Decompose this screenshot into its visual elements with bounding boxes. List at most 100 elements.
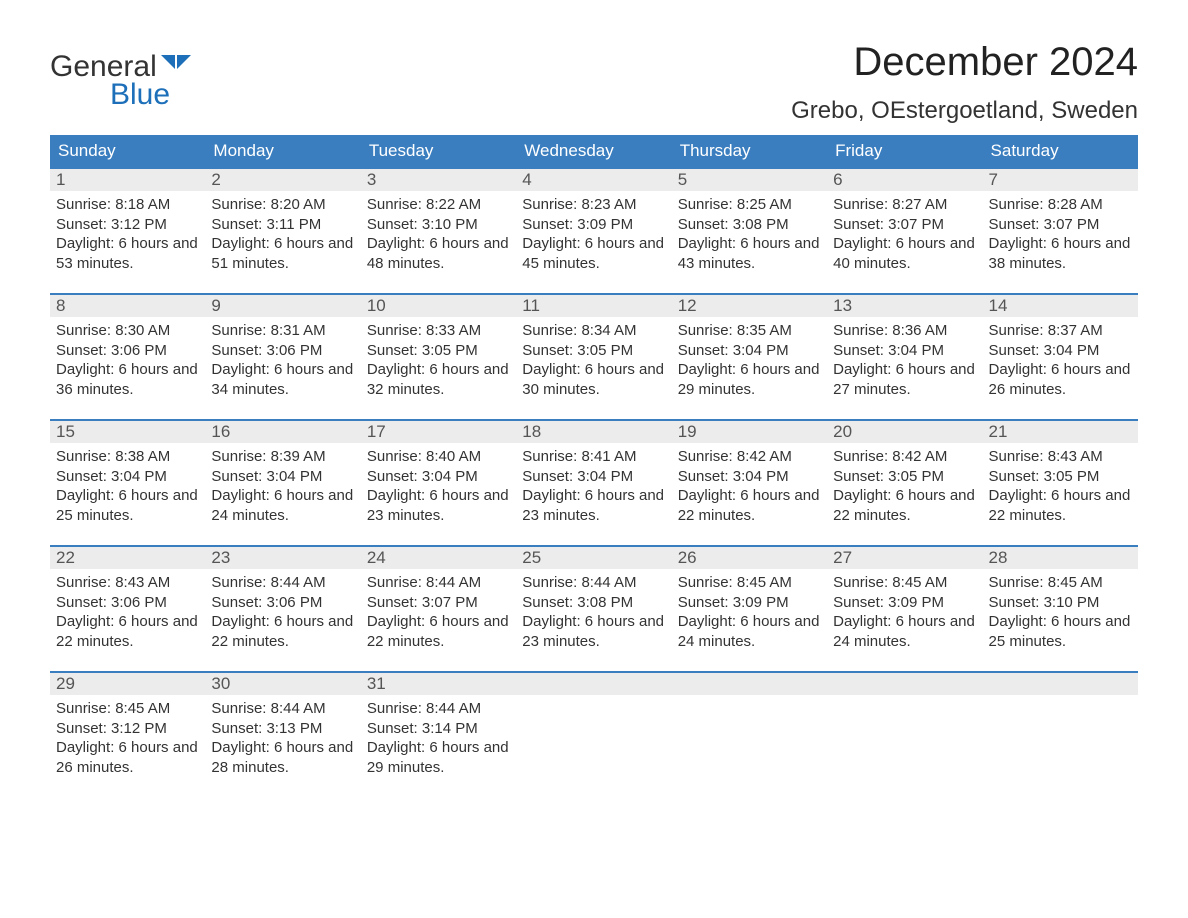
daylight-line: Daylight: 6 hours and 23 minutes.: [522, 486, 665, 525]
day-number: 12: [672, 295, 827, 317]
day-number: [672, 673, 827, 695]
sunrise-line: Sunrise: 8:44 AM: [367, 699, 510, 719]
daylight-line: Daylight: 6 hours and 40 minutes.: [833, 234, 976, 273]
day-body: Sunrise: 8:40 AMSunset: 3:04 PMDaylight:…: [361, 443, 516, 529]
day-cell: 1Sunrise: 8:18 AMSunset: 3:12 PMDaylight…: [50, 169, 205, 279]
day-number: 6: [827, 169, 982, 191]
week-row: 29Sunrise: 8:45 AMSunset: 3:12 PMDayligh…: [50, 671, 1138, 783]
day-number: 21: [983, 421, 1138, 443]
day-body: Sunrise: 8:33 AMSunset: 3:05 PMDaylight:…: [361, 317, 516, 403]
sunset-line: Sunset: 3:06 PM: [56, 593, 199, 613]
sunrise-line: Sunrise: 8:44 AM: [522, 573, 665, 593]
day-cell: 11Sunrise: 8:34 AMSunset: 3:05 PMDayligh…: [516, 295, 671, 405]
day-number: 3: [361, 169, 516, 191]
daylight-line: Daylight: 6 hours and 24 minutes.: [678, 612, 821, 651]
day-number: 13: [827, 295, 982, 317]
sunrise-line: Sunrise: 8:38 AM: [56, 447, 199, 467]
daylight-line: Daylight: 6 hours and 25 minutes.: [56, 486, 199, 525]
day-body: Sunrise: 8:38 AMSunset: 3:04 PMDaylight:…: [50, 443, 205, 529]
daylight-line: Daylight: 6 hours and 51 minutes.: [211, 234, 354, 273]
daylight-line: Daylight: 6 hours and 43 minutes.: [678, 234, 821, 273]
day-header: Sunday: [50, 135, 205, 167]
sunrise-line: Sunrise: 8:30 AM: [56, 321, 199, 341]
sunrise-line: Sunrise: 8:31 AM: [211, 321, 354, 341]
sunrise-line: Sunrise: 8:25 AM: [678, 195, 821, 215]
sunset-line: Sunset: 3:05 PM: [833, 467, 976, 487]
day-body: Sunrise: 8:27 AMSunset: 3:07 PMDaylight:…: [827, 191, 982, 277]
sunset-line: Sunset: 3:04 PM: [678, 467, 821, 487]
day-header: Saturday: [983, 135, 1138, 167]
sunrise-line: Sunrise: 8:27 AM: [833, 195, 976, 215]
location: Grebo, OEstergoetland, Sweden: [791, 97, 1138, 125]
day-cell: 20Sunrise: 8:42 AMSunset: 3:05 PMDayligh…: [827, 421, 982, 531]
day-body: Sunrise: 8:34 AMSunset: 3:05 PMDaylight:…: [516, 317, 671, 403]
day-header: Thursday: [672, 135, 827, 167]
day-cell: 26Sunrise: 8:45 AMSunset: 3:09 PMDayligh…: [672, 547, 827, 657]
day-cell: 31Sunrise: 8:44 AMSunset: 3:14 PMDayligh…: [361, 673, 516, 783]
day-number: [983, 673, 1138, 695]
daylight-line: Daylight: 6 hours and 22 minutes.: [833, 486, 976, 525]
day-body: Sunrise: 8:44 AMSunset: 3:08 PMDaylight:…: [516, 569, 671, 655]
daylight-line: Daylight: 6 hours and 25 minutes.: [989, 612, 1132, 651]
day-body: Sunrise: 8:36 AMSunset: 3:04 PMDaylight:…: [827, 317, 982, 403]
day-body: Sunrise: 8:44 AMSunset: 3:07 PMDaylight:…: [361, 569, 516, 655]
flag-icon: [161, 55, 191, 80]
sunrise-line: Sunrise: 8:39 AM: [211, 447, 354, 467]
day-number: 11: [516, 295, 671, 317]
sunset-line: Sunset: 3:09 PM: [678, 593, 821, 613]
day-cell: 13Sunrise: 8:36 AMSunset: 3:04 PMDayligh…: [827, 295, 982, 405]
week-row: 1Sunrise: 8:18 AMSunset: 3:12 PMDaylight…: [50, 167, 1138, 279]
day-number: 28: [983, 547, 1138, 569]
day-body: Sunrise: 8:44 AMSunset: 3:13 PMDaylight:…: [205, 695, 360, 781]
day-number: 29: [50, 673, 205, 695]
day-body: Sunrise: 8:37 AMSunset: 3:04 PMDaylight:…: [983, 317, 1138, 403]
day-number: 19: [672, 421, 827, 443]
sunrise-line: Sunrise: 8:34 AM: [522, 321, 665, 341]
day-number: 25: [516, 547, 671, 569]
day-number: 20: [827, 421, 982, 443]
sunset-line: Sunset: 3:04 PM: [56, 467, 199, 487]
week-row: 22Sunrise: 8:43 AMSunset: 3:06 PMDayligh…: [50, 545, 1138, 657]
daylight-line: Daylight: 6 hours and 36 minutes.: [56, 360, 199, 399]
sunset-line: Sunset: 3:10 PM: [989, 593, 1132, 613]
day-body: Sunrise: 8:44 AMSunset: 3:06 PMDaylight:…: [205, 569, 360, 655]
day-number: 5: [672, 169, 827, 191]
day-number: 2: [205, 169, 360, 191]
header: General Blue December 2024 Grebo, OEster…: [50, 40, 1138, 125]
day-number: 4: [516, 169, 671, 191]
day-cell: 4Sunrise: 8:23 AMSunset: 3:09 PMDaylight…: [516, 169, 671, 279]
day-body: Sunrise: 8:20 AMSunset: 3:11 PMDaylight:…: [205, 191, 360, 277]
daylight-line: Daylight: 6 hours and 27 minutes.: [833, 360, 976, 399]
day-cell: 19Sunrise: 8:42 AMSunset: 3:04 PMDayligh…: [672, 421, 827, 531]
sunset-line: Sunset: 3:09 PM: [522, 215, 665, 235]
sunrise-line: Sunrise: 8:35 AM: [678, 321, 821, 341]
day-number: 18: [516, 421, 671, 443]
day-body: Sunrise: 8:45 AMSunset: 3:10 PMDaylight:…: [983, 569, 1138, 655]
sunrise-line: Sunrise: 8:45 AM: [989, 573, 1132, 593]
day-cell: 2Sunrise: 8:20 AMSunset: 3:11 PMDaylight…: [205, 169, 360, 279]
sunrise-line: Sunrise: 8:18 AM: [56, 195, 199, 215]
day-body: Sunrise: 8:25 AMSunset: 3:08 PMDaylight:…: [672, 191, 827, 277]
sunset-line: Sunset: 3:10 PM: [367, 215, 510, 235]
day-number: 23: [205, 547, 360, 569]
day-cell: 6Sunrise: 8:27 AMSunset: 3:07 PMDaylight…: [827, 169, 982, 279]
day-cell: 29Sunrise: 8:45 AMSunset: 3:12 PMDayligh…: [50, 673, 205, 783]
daylight-line: Daylight: 6 hours and 53 minutes.: [56, 234, 199, 273]
logo-word-blue: Blue: [110, 78, 191, 112]
day-body: Sunrise: 8:43 AMSunset: 3:06 PMDaylight:…: [50, 569, 205, 655]
day-header: Wednesday: [516, 135, 671, 167]
daylight-line: Daylight: 6 hours and 22 minutes.: [367, 612, 510, 651]
day-cell: 12Sunrise: 8:35 AMSunset: 3:04 PMDayligh…: [672, 295, 827, 405]
day-header: Monday: [205, 135, 360, 167]
daylight-line: Daylight: 6 hours and 38 minutes.: [989, 234, 1132, 273]
day-body: Sunrise: 8:42 AMSunset: 3:05 PMDaylight:…: [827, 443, 982, 529]
sunset-line: Sunset: 3:06 PM: [211, 341, 354, 361]
daylight-line: Daylight: 6 hours and 29 minutes.: [678, 360, 821, 399]
daylight-line: Daylight: 6 hours and 22 minutes.: [56, 612, 199, 651]
day-cell: 23Sunrise: 8:44 AMSunset: 3:06 PMDayligh…: [205, 547, 360, 657]
day-number: 14: [983, 295, 1138, 317]
daylight-line: Daylight: 6 hours and 32 minutes.: [367, 360, 510, 399]
sunset-line: Sunset: 3:04 PM: [522, 467, 665, 487]
day-header: Tuesday: [361, 135, 516, 167]
day-number: 31: [361, 673, 516, 695]
